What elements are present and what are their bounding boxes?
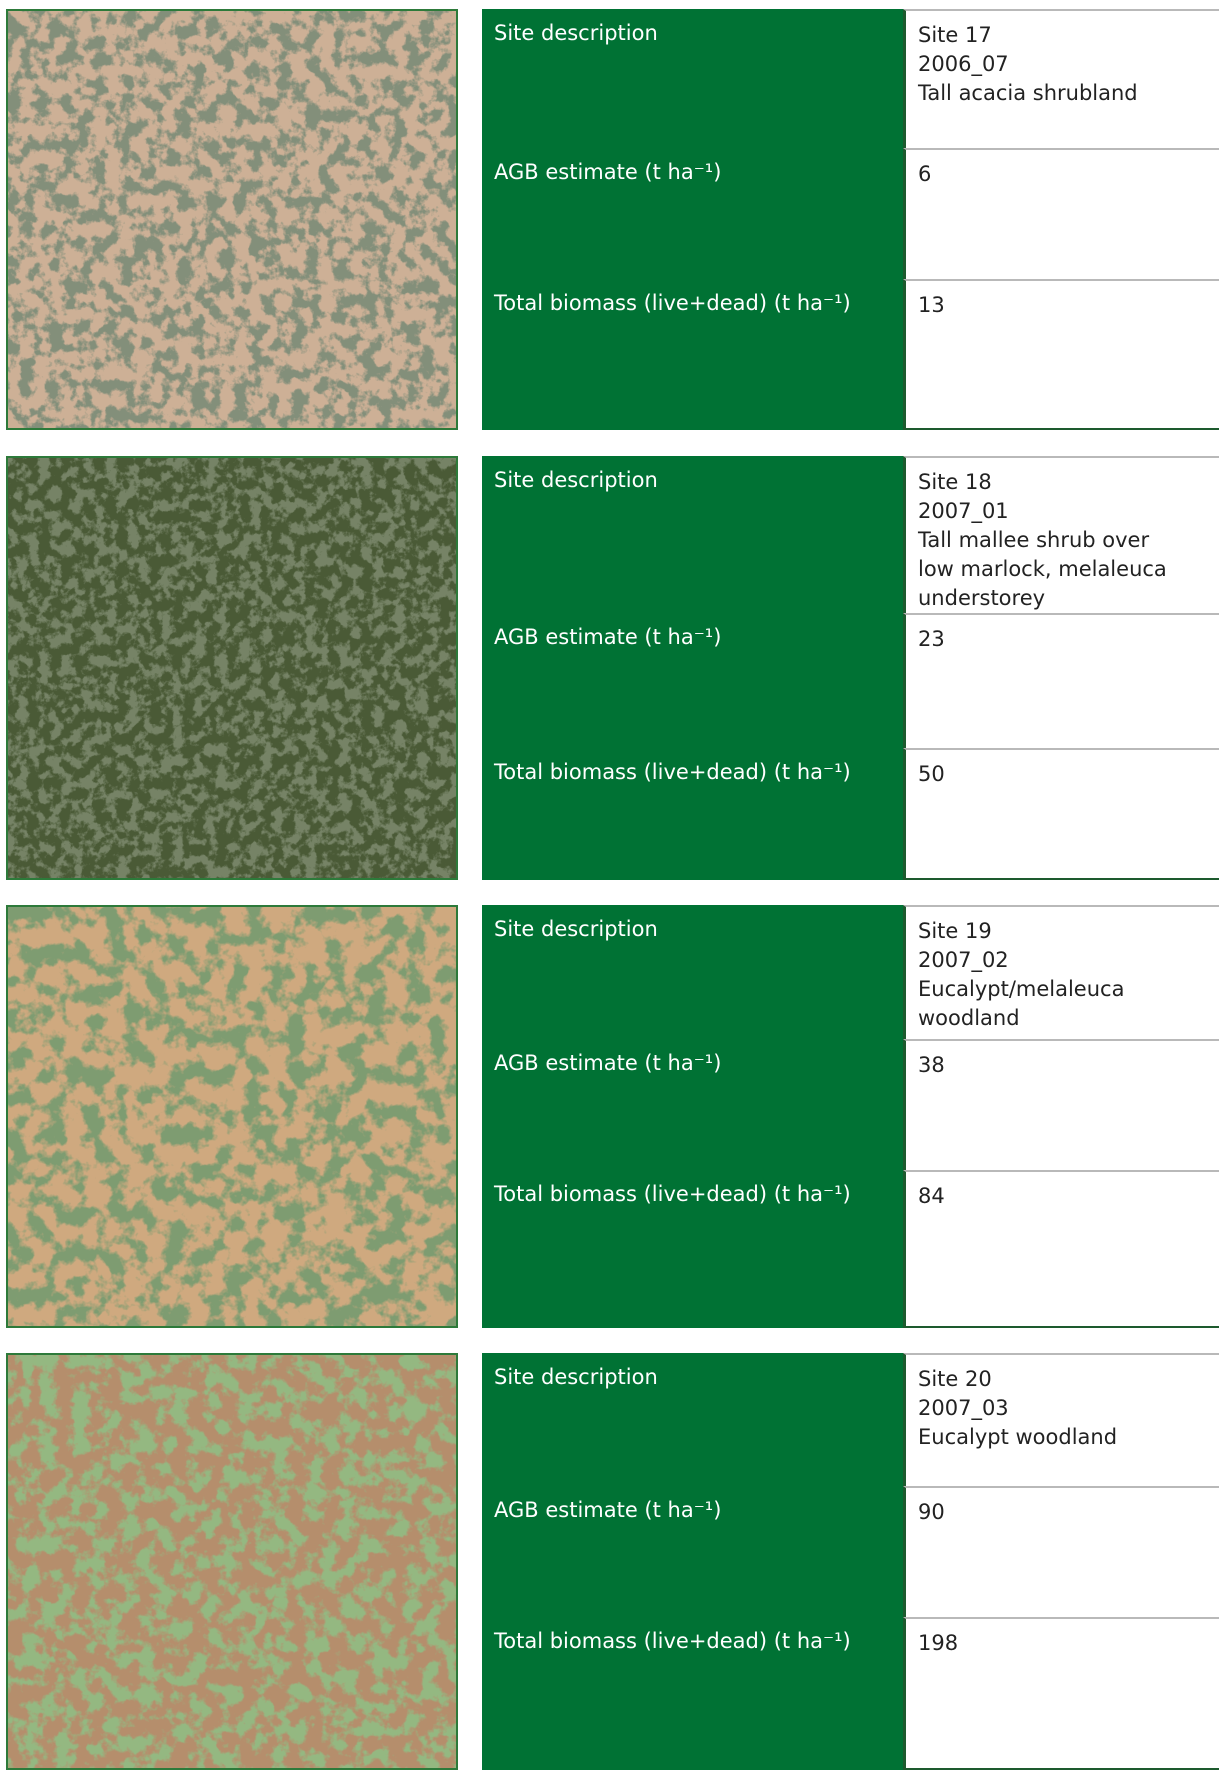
value-line: low marlock, melaleuca — [918, 557, 1167, 581]
block-rule — [903, 1768, 1219, 1770]
photo-border — [6, 456, 458, 880]
photo-texture — [6, 1353, 458, 1770]
value-line: 84 — [918, 1184, 945, 1208]
row-value: 38 — [903, 1039, 1219, 1170]
row-label: Site description — [482, 456, 906, 613]
row-value: Site 20 2007_03 Eucalypt woodland — [903, 1353, 1219, 1486]
row-value: 84 — [903, 1170, 1219, 1328]
row-label: AGB estimate (t ha⁻¹) — [482, 1039, 906, 1170]
photo-texture — [6, 456, 458, 880]
value-line: 90 — [918, 1500, 945, 1524]
value-line: 198 — [918, 1631, 959, 1655]
value-line: woodland — [918, 1006, 1020, 1030]
photo-border — [6, 9, 458, 430]
row-value: Site 17 2006_07 Tall acacia shrubland — [903, 9, 1219, 148]
row-value: 198 — [903, 1617, 1219, 1770]
value-line: Site 18 — [918, 470, 992, 494]
block-rule — [903, 1326, 1219, 1328]
value-line: 2007_03 — [918, 1396, 1009, 1420]
aerial-photo — [6, 1353, 458, 1770]
value-line: Site 19 — [918, 919, 992, 943]
row-value: Site 19 2007_02 Eucalypt/melaleuca woodland — [903, 905, 1219, 1039]
block-rule — [903, 878, 1219, 880]
value-line: 23 — [918, 627, 945, 651]
row-value: 13 — [903, 279, 1219, 430]
row-value: 23 — [903, 613, 1219, 748]
row-label: AGB estimate (t ha⁻¹) — [482, 1486, 906, 1617]
value-line: Eucalypt/melaleuca — [918, 977, 1125, 1001]
row-value: 50 — [903, 748, 1219, 880]
value-line: 2006_07 — [918, 52, 1009, 76]
aerial-photo — [6, 9, 458, 430]
value-line: 2007_02 — [918, 948, 1009, 972]
value-line: Tall mallee shrub over — [918, 528, 1150, 552]
row-label: AGB estimate (t ha⁻¹) — [482, 148, 906, 279]
photo-border — [6, 905, 458, 1328]
value-line: 13 — [918, 293, 945, 317]
row-value: 6 — [903, 148, 1219, 279]
value-line: 50 — [918, 762, 945, 786]
row-value: 90 — [903, 1486, 1219, 1617]
row-label: AGB estimate (t ha⁻¹) — [482, 613, 906, 748]
aerial-photo — [6, 905, 458, 1328]
value-line: Site 17 — [918, 23, 992, 47]
row-label: Total biomass (live+dead) (t ha⁻¹) — [482, 1617, 906, 1770]
row-label: Total biomass (live+dead) (t ha⁻¹) — [482, 279, 906, 430]
value-line: Tall acacia shrubland — [918, 81, 1138, 105]
row-label: Total biomass (live+dead) (t ha⁻¹) — [482, 1170, 906, 1328]
value-line: 38 — [918, 1053, 945, 1077]
block-rule — [903, 428, 1219, 430]
row-label: Site description — [482, 905, 906, 1039]
photo-texture — [6, 9, 458, 430]
photo-border — [6, 1353, 458, 1770]
value-line: understorey — [918, 586, 1046, 610]
photo-texture — [6, 905, 458, 1328]
row-value: Site 18 2007_01 Tall mallee shrub over low … — [903, 456, 1219, 613]
value-line: Eucalypt woodland — [918, 1425, 1118, 1449]
row-label: Site description — [482, 9, 906, 148]
aerial-photo — [6, 456, 458, 880]
row-label: Site description — [482, 1353, 906, 1486]
row-label: Total biomass (live+dead) (t ha⁻¹) — [482, 748, 906, 880]
value-line: Site 20 — [918, 1367, 992, 1391]
value-line: 2007_01 — [918, 499, 1009, 523]
value-line: 6 — [918, 162, 932, 186]
